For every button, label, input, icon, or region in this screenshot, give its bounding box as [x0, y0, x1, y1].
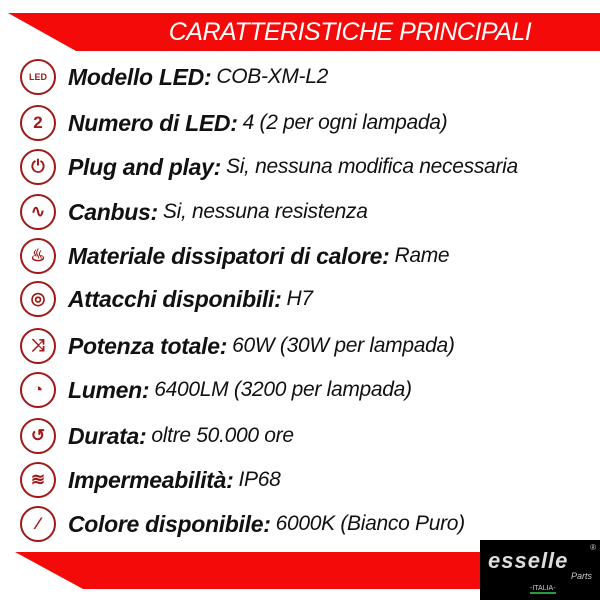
icon-glyph: ∿ [30, 202, 46, 221]
feature-row: ♨ Materiale dissipatori di calore: Rame [20, 236, 450, 276]
icon-glyph: ⁄ [36, 514, 40, 533]
icon-glyph: ♨ [30, 246, 46, 265]
feature-row: ∿ Canbus: Si, nessuna resistenza [20, 192, 368, 232]
number-two-icon: 2 [20, 105, 56, 141]
resistor-icon: ∿ [20, 194, 56, 230]
feature-label: Modello LED: [68, 63, 212, 90]
feature-label: Numero di LED: [68, 109, 238, 136]
logo-subtitle: Parts [570, 571, 592, 581]
feature-row: ⤨ Potenza totale: 60W (30W per lampada) [20, 326, 455, 366]
icon-glyph: ⤨ [31, 336, 45, 355]
feature-label: Materiale dissipatori di calore: [68, 242, 390, 269]
feature-label: Plug and play: [68, 153, 221, 180]
header-banner [8, 13, 600, 51]
feature-label: Canbus: [68, 198, 158, 225]
logo-name: esselle [488, 548, 569, 573]
feature-value: Rame [394, 244, 450, 267]
icon-glyph: 2 [33, 113, 43, 132]
feature-label: Colore disponibile: [68, 510, 271, 537]
logo-registered-mark: ® [590, 543, 596, 552]
feature-value: COB-XM-L2 [216, 65, 328, 88]
led-icon: LED [20, 59, 56, 95]
page-title: CARATTERISTICHE PRINCIPALI [168, 18, 532, 46]
feature-value: H7 [286, 287, 313, 310]
heat-sink-icon: ♨ [20, 238, 56, 274]
feature-row: ↺ Durata: oltre 50.000 ore [20, 416, 294, 456]
icon-glyph: ◔ [32, 380, 44, 399]
feature-value: IP68 [238, 468, 281, 491]
feature-row: ≋ Impermeabilità: IP68 [20, 460, 281, 500]
feature-value: 60W (30W per lampada) [232, 334, 455, 357]
feature-value: Si, nessuna resistenza [162, 200, 368, 223]
feature-row: ⏻ Plug and play: Si, nessuna modifica nece… [20, 147, 518, 187]
icon-glyph: ↺ [30, 426, 46, 445]
feature-label: Lumen: [68, 376, 150, 403]
feature-row: ◔ Lumen: 6400LM (3200 per lampada) [20, 370, 412, 410]
clock-history-icon: ↺ [20, 418, 56, 454]
water-splash-icon: ≋ [20, 462, 56, 498]
feature-value: 6000K (Bianco Puro) [275, 512, 466, 535]
icon-glyph: ≋ [30, 470, 46, 489]
feature-label: Impermeabilità: [68, 466, 234, 493]
gauge-icon: ◔ [20, 372, 56, 408]
plug-icon: ⏻ [20, 149, 56, 185]
feature-value: Si, nessuna modifica necessaria [225, 155, 518, 178]
feature-label: Attacchi disponibili: [68, 285, 282, 312]
feature-value: oltre 50.000 ore [151, 424, 294, 447]
feature-row: 2 Numero di LED: 4 (2 per ogni lampada) [20, 103, 448, 143]
icon-glyph: ◎ [30, 289, 46, 308]
feature-row: LED Modello LED: COB-XM-L2 [20, 57, 328, 97]
logo-country: -ITALIA- [530, 585, 556, 594]
feature-value: 4 (2 per ogni lampada) [242, 111, 448, 134]
feature-row: ⁄ Colore disponibile: 6000K (Bianco Puro) [20, 504, 465, 544]
feature-label: Durata: [68, 422, 147, 449]
feature-value: 6400LM (3200 per lampada) [154, 378, 412, 401]
feature-label: Potenza totale: [68, 332, 228, 359]
feature-row: ◎ Attacchi disponibili: H7 [20, 279, 313, 319]
icon-glyph: ⏻ [31, 157, 45, 176]
socket-icon: ◎ [20, 281, 56, 317]
brand-logo: esselle ® Parts -ITALIA- [480, 540, 600, 600]
icon-glyph: LED [29, 72, 47, 82]
shuffle-power-icon: ⤨ [20, 328, 56, 364]
paintbrush-icon: ⁄ [20, 506, 56, 542]
